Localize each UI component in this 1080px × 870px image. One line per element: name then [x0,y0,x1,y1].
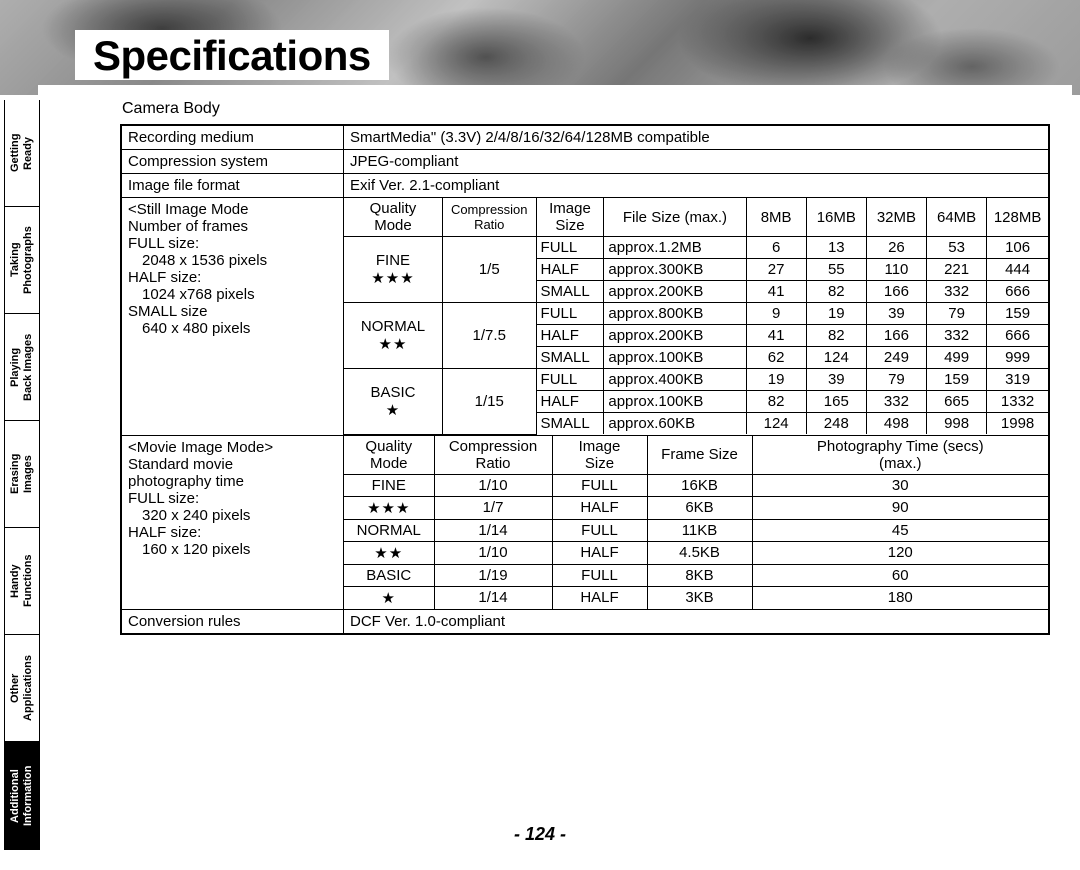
movie-block: <Movie Image Mode>Standard moviephotogra… [122,436,1048,610]
movie-side: <Movie Image Mode>Standard moviephotogra… [122,436,344,609]
main-area: Camera Body Recording mediumSmartMedia" … [120,100,1050,635]
page-number: - 124 - [0,824,1080,845]
still-side: <Still Image ModeNumber of framesFULL si… [122,198,344,435]
row-value: SmartMedia" (3.3V) 2/4/8/16/32/64/128MB … [344,126,1048,149]
row-label: Recording medium [122,126,344,149]
spec-table: Recording mediumSmartMedia" (3.3V) 2/4/8… [120,124,1050,635]
row-value: JPEG-compliant [344,150,1048,173]
movie-grid: QualityModeCompressionRatioImageSizeFram… [344,436,1048,609]
side-tab[interactable]: ErasingImages [4,421,40,528]
side-tab[interactable]: HandyFunctions [4,528,40,635]
row-label: Conversion rules [122,610,344,633]
still-grid: QualityModeCompressionRatioImageSizeFile… [344,198,1048,435]
side-tabs: GettingReadyTakingPhotographsPlayingBack… [4,100,40,850]
side-tab[interactable]: PlayingBack Images [4,314,40,421]
table-row: Compression systemJPEG-compliant [122,150,1048,174]
table-row: Recording mediumSmartMedia" (3.3V) 2/4/8… [122,126,1048,150]
still-block: <Still Image ModeNumber of framesFULL si… [122,198,1048,436]
page-title-box: Specifications [75,30,389,80]
side-tab[interactable]: GettingReady [4,100,40,207]
page-title: Specifications [93,32,371,80]
row-value: Exif Ver. 2.1-compliant [344,174,1048,197]
section-subtitle: Camera Body [122,100,1050,118]
side-tab[interactable]: TakingPhotographs [4,207,40,314]
row-label: Compression system [122,150,344,173]
table-row: Image file formatExif Ver. 2.1-compliant [122,174,1048,198]
row-label: Image file format [122,174,344,197]
side-tab[interactable]: OtherApplications [4,635,40,742]
row-value: DCF Ver. 1.0-compliant [344,610,1048,633]
table-row: Conversion rulesDCF Ver. 1.0-compliant [122,610,1048,633]
